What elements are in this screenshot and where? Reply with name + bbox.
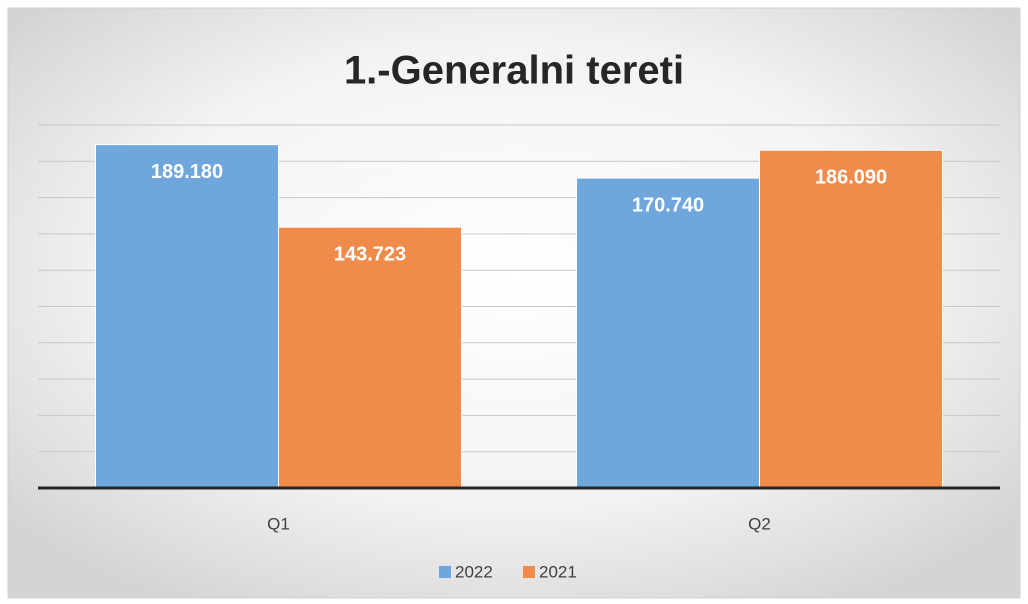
bar bbox=[95, 144, 279, 489]
data-label: 189.180 bbox=[151, 161, 223, 183]
bar bbox=[278, 226, 462, 489]
chart-title: 1.-Generalni tereti bbox=[344, 49, 684, 93]
data-label: 170.740 bbox=[632, 194, 704, 216]
data-label: 143.723 bbox=[334, 243, 406, 265]
x-tick-label: Q2 bbox=[748, 514, 771, 533]
legend-swatch bbox=[439, 566, 451, 578]
x-tick-label: Q1 bbox=[267, 514, 290, 533]
legend-label: 2022 bbox=[455, 562, 493, 581]
legend-label: 2021 bbox=[539, 562, 577, 581]
bar bbox=[759, 149, 943, 489]
legend-swatch bbox=[523, 566, 535, 578]
data-label: 186.090 bbox=[815, 167, 887, 189]
bar bbox=[576, 177, 760, 489]
